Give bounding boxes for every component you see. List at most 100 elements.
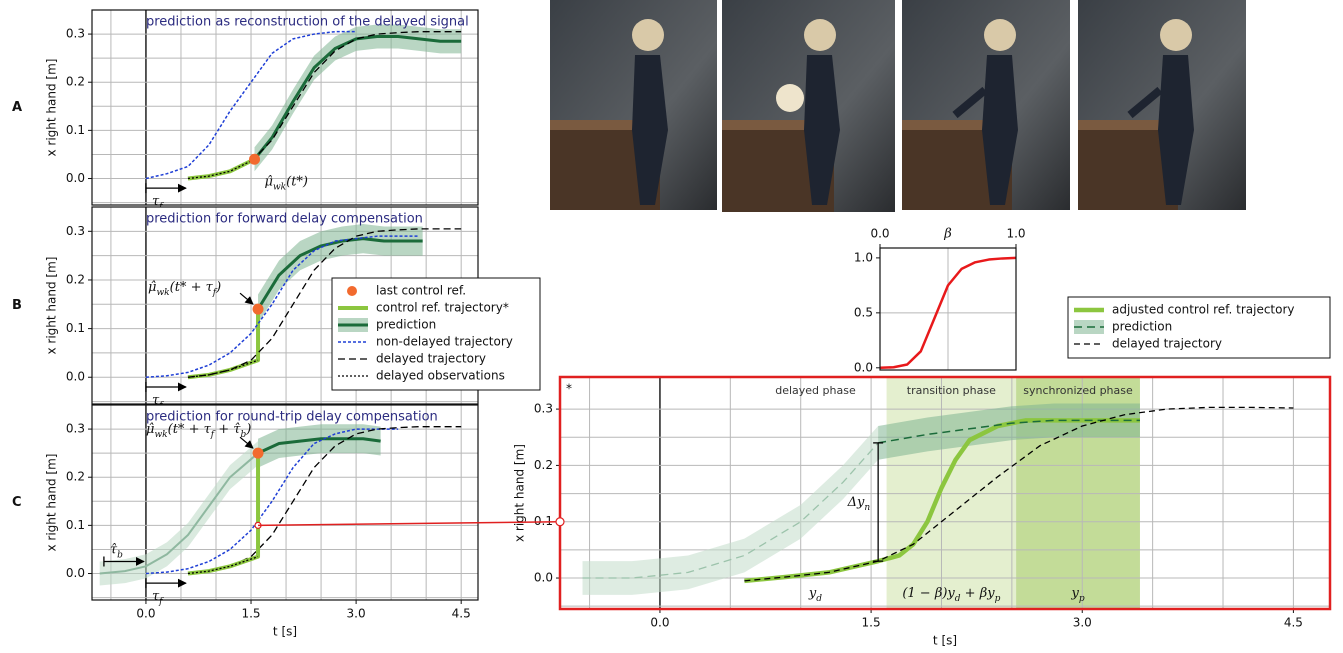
legend-label: delayed observations (376, 369, 505, 383)
x-tick-label: 4.5 (452, 607, 471, 621)
phase-formula: (1 − β)yd + βyp (902, 586, 1000, 604)
photo (1078, 0, 1246, 210)
panel-title: prediction as reconstruction of the dela… (146, 15, 469, 30)
x-tick-label: 3.0 (1073, 616, 1092, 630)
delay-label-part: τ (152, 194, 160, 209)
y-tick-label: 0.2 (66, 75, 85, 89)
annotation-part: b (241, 430, 247, 440)
phase-formula: yd (808, 586, 822, 604)
y-tick-label: 0.3 (66, 27, 85, 41)
x-tick-label: 0.0 (650, 616, 669, 630)
y-tick-label: 0.2 (534, 458, 553, 472)
x-axis-label: t [s] (273, 625, 297, 639)
annotation: μ̂wk(t*) (265, 174, 309, 192)
x-tick-label: 1.5 (862, 616, 881, 630)
x-tick-label: 3.0 (347, 607, 366, 621)
plot-frame (879, 247, 1017, 371)
marker (252, 303, 264, 315)
y-tick-label: 0.3 (66, 422, 85, 436)
plot-frame (91, 404, 479, 601)
series-line (878, 419, 1140, 444)
band (258, 224, 423, 324)
annotation-part: f (212, 288, 218, 298)
plot-frame (91, 9, 479, 206)
annotation-part: (t* + τ (168, 422, 212, 437)
phase-formula-part: + βy (961, 586, 996, 601)
y-axis-label: x right hand [m] (45, 454, 59, 552)
photo (902, 0, 1070, 210)
x-tick-label: 0.0 (870, 227, 889, 241)
panel-title: prediction for round-trip delay compensa… (146, 410, 438, 425)
y-tick-label: 0.0 (66, 566, 85, 580)
delay-label-part: b (117, 550, 123, 560)
y-tick-label: 0.0 (66, 171, 85, 185)
y-tick-label: 1.0 (854, 250, 873, 264)
series-line (256, 237, 423, 310)
panel-letter: B (12, 298, 22, 313)
legend-label: delayed trajectory (1112, 337, 1222, 351)
zoom-end (555, 517, 565, 527)
legend-label: delayed trajectory (376, 352, 486, 366)
panel-title: prediction for forward delay compensatio… (146, 212, 423, 227)
delay-label-part: τ (152, 589, 160, 604)
annotation-part: (t*) (286, 174, 308, 189)
phase-formula: yp (1070, 586, 1084, 604)
marker (249, 153, 261, 165)
series-line (145, 30, 357, 180)
annotation-arrow (239, 292, 254, 305)
phase-label: transition phase (907, 384, 996, 397)
delay-label-part: τ̂ (110, 542, 118, 557)
legend-box (331, 277, 541, 391)
series-line (99, 452, 259, 575)
phase-formula-part: d (816, 594, 822, 604)
annotation-part: wk (156, 288, 169, 298)
y-tick-label: 0.0 (534, 571, 553, 585)
x-axis-label: t [s] (933, 634, 957, 648)
annotation-part: + τ̂ (214, 422, 241, 437)
photo (550, 0, 717, 210)
panel-marker: * (566, 382, 572, 396)
phase-formula-part: p (995, 594, 1001, 604)
series-line (145, 235, 420, 378)
series-line (145, 428, 399, 575)
y-tick-label: 0.2 (66, 470, 85, 484)
y-tick-label: 0.3 (66, 224, 85, 238)
gap-label-part: Δy (847, 495, 865, 510)
legend-label: prediction (376, 318, 436, 332)
gap-label: Δyn (847, 495, 871, 513)
y-tick-label: 0.5 (854, 305, 873, 319)
x-tick-label: 1.0 (1006, 227, 1025, 241)
x-tick-label: 0.0 (136, 607, 155, 621)
annotation-part: μ̂ (265, 174, 273, 189)
phase-formula-part: y (1070, 586, 1079, 601)
annotation: μ̂wk(t* + τf) (148, 280, 221, 298)
delay-label: τ̂b (110, 542, 123, 560)
series-line (257, 437, 381, 455)
annotation: μ̂wk(t* + τf + τ̂b) (146, 422, 251, 440)
annotation-part: (t* + τ (170, 280, 214, 295)
series-line (582, 442, 879, 579)
phase-label: delayed phase (775, 384, 856, 397)
y-axis-label: x right hand [m] (513, 444, 527, 542)
series-line (187, 556, 259, 575)
marker (252, 447, 264, 459)
series-line (187, 158, 255, 180)
plot-frame (558, 375, 1332, 611)
series-line (187, 359, 259, 378)
y-tick-label: 0.2 (66, 272, 85, 286)
delay-label-part: f (158, 597, 164, 607)
legend-marker (347, 286, 357, 296)
annotation-part: ) (215, 280, 221, 295)
band (878, 403, 1140, 460)
annotation-arrow (239, 436, 254, 449)
series-line (744, 406, 1294, 582)
y-tick-label: 0.1 (66, 321, 85, 335)
phase-label: synchronized phase (1023, 384, 1133, 397)
zoom-connector (258, 520, 561, 527)
band (258, 424, 381, 468)
series-line (253, 34, 462, 161)
y-axis-label: x right hand [m] (45, 257, 59, 355)
y-axis-label: x right hand [m] (45, 59, 59, 157)
legend-label: adjusted control ref. trajectory (1112, 303, 1295, 317)
